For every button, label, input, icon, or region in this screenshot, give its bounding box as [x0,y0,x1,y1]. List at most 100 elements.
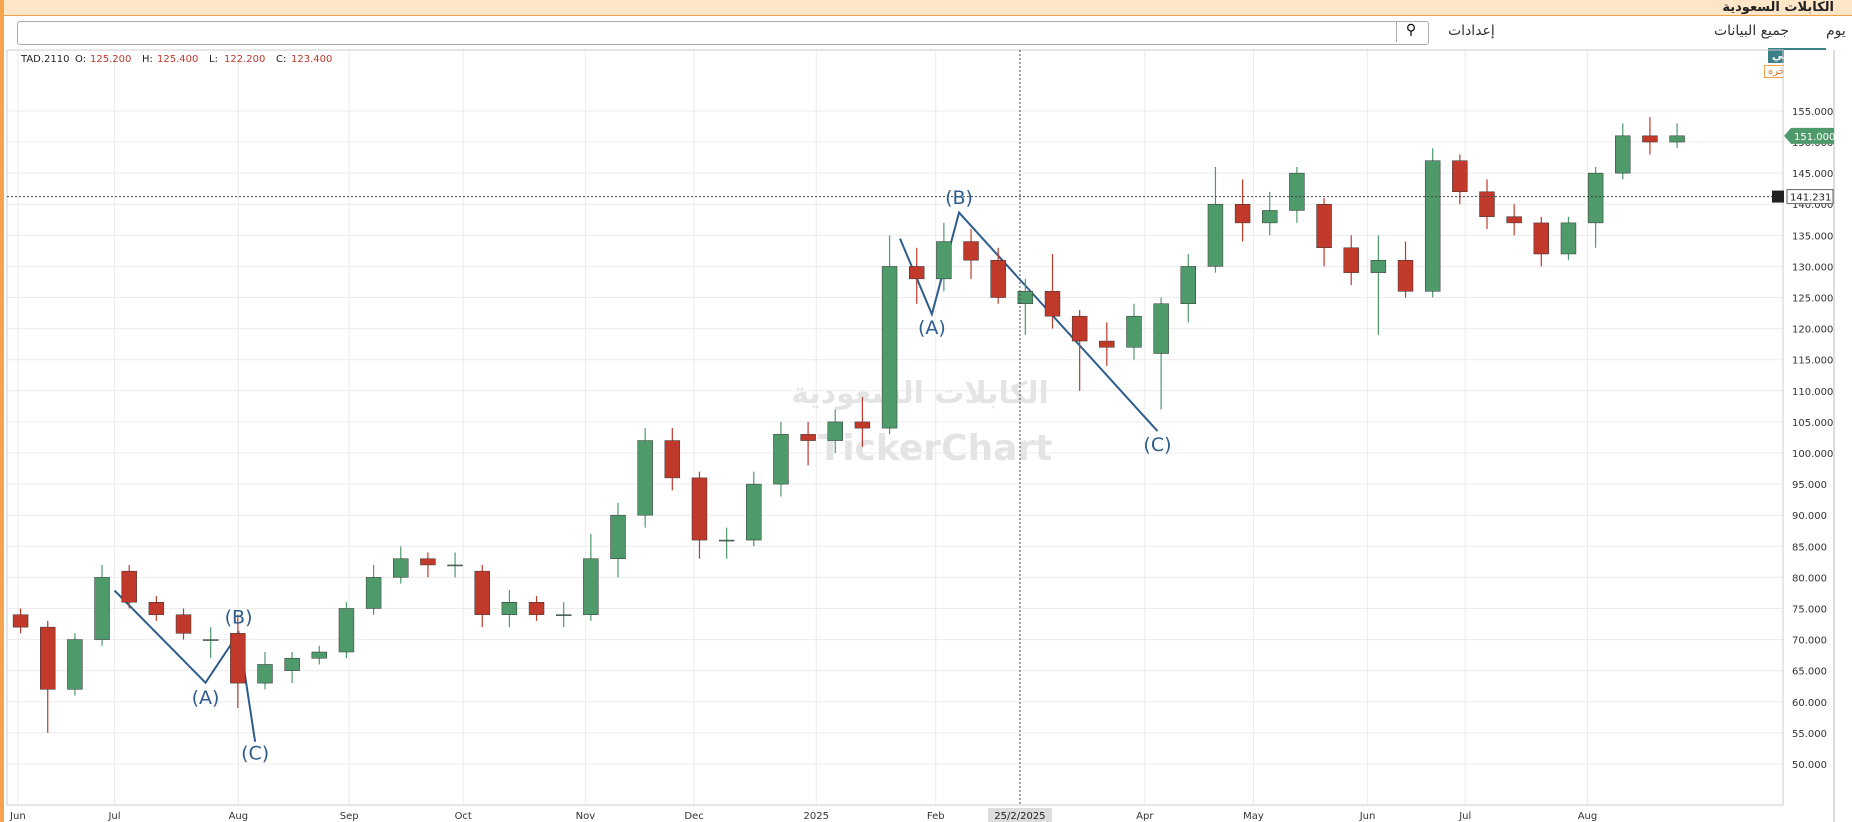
wave-line [899,210,1159,432]
y-tick-label: 50.000 [1792,760,1827,771]
candle-body [148,602,165,615]
ohlc-key: C: [276,54,286,65]
x-tick-label: Apr [1136,811,1154,822]
y-tick-label: 155.000 [1792,107,1833,118]
wave-label: (A) [192,687,220,709]
settings-button[interactable]: إعدادات [1448,23,1495,39]
x-tick-label: Jul [1458,811,1471,822]
candle-body [230,633,246,684]
candle-body [365,577,382,609]
crosshair-price: 141.231 [1790,193,1831,204]
search-box[interactable] [17,21,1429,45]
candle-body [175,614,192,634]
candle-body [311,651,328,659]
candle-body [963,241,979,261]
wave-label: (A) [918,317,946,339]
candle-body [1560,222,1577,255]
plot-frame [6,49,1784,806]
candle-body [1180,266,1197,304]
candle-body [1044,291,1061,317]
y-tick-label: 85.000 [1792,542,1827,553]
candle-body [94,577,110,640]
candle-body [1234,203,1251,224]
candle-body [827,421,843,441]
candle-body [1262,210,1278,224]
candle-body [338,608,355,653]
candle-body [800,434,816,441]
y-tick-label: 135.000 [1792,231,1833,242]
candle-body [1533,222,1550,255]
candle-body [1587,172,1604,224]
candle-body [1207,203,1224,267]
x-tick-label: Jun [9,811,26,822]
x-tick-label: Nov [576,811,596,822]
y-tick-label: 130.000 [1792,262,1833,273]
candle-body [121,570,137,603]
my-charts-badge[interactable]: رسوماتي [1768,48,1827,63]
y-tick-label: 75.000 [1792,604,1827,615]
wave-label: (C) [241,742,269,764]
x-tick-label: Sep [340,811,359,822]
last-price-tag [1784,127,1834,144]
candle-body [1642,135,1658,143]
watermark: الكابلات السعودية [791,376,1049,411]
candle-body [1153,303,1169,354]
candle-body [528,602,545,615]
candle-body [691,477,708,541]
crosshair-price-box [1786,189,1834,205]
all-data-button[interactable]: جميع البيانات [1714,23,1790,39]
candle-body [420,558,436,566]
search-button[interactable]: ⚲ [1396,22,1425,42]
y-tick-label: 100.000 [1792,449,1833,460]
candle-body [1071,315,1088,342]
y-tick-label: 55.000 [1792,729,1827,740]
y-tick-label: 70.000 [1792,636,1827,647]
x-tick-label: Aug [229,811,249,822]
wave-label: (B) [945,187,973,209]
ohlc-value: 125.200 [90,54,131,65]
ohlc-value: 123.400 [291,54,332,65]
candle-body [1479,191,1495,217]
candle-body [1370,259,1387,273]
crosshair-date-box [987,808,1052,822]
candle-body [773,434,789,485]
ohlc-key: O: [75,54,86,65]
x-tick-label: May [1243,811,1264,822]
candle-body [637,440,653,516]
candle-body [555,614,572,616]
wave-lines [113,210,1159,742]
y-tick-label: 125.000 [1792,294,1833,305]
left-border [0,0,4,822]
candle-body [40,626,56,690]
candle-body [1424,160,1441,292]
symbol: TAD.2110 [20,54,70,65]
y-tick-label: 65.000 [1792,667,1827,678]
wave-label: (B) [225,607,253,629]
x-tick-label: Aug [1578,811,1598,822]
candle-body [881,266,898,429]
period-button[interactable]: يوم [1826,23,1846,39]
candle-body [1343,247,1359,273]
title-bar [0,0,1852,16]
y-tick-label: 150.000 [1792,138,1833,149]
y-tick-label: 80.000 [1792,573,1827,584]
candle-body [1397,259,1414,292]
plus-icon [1772,190,1784,203]
candle-body [746,483,762,541]
x-tick-label: Feb [927,811,945,822]
candle-body [854,421,871,429]
wave-label: (C) [1143,434,1171,456]
delayed-badge: البيانات متأخره [1764,65,1834,78]
y-tick-label: 110.000 [1792,387,1833,398]
candle-body [474,570,490,615]
candle-body [202,639,219,641]
candle-body [1506,216,1522,224]
y-tick-label: 95.000 [1792,480,1827,491]
ohlc-key: H: [142,54,153,65]
candle-body [1615,135,1631,174]
y-tick-label: 105.000 [1792,418,1833,429]
ohlc-key: L: [209,54,218,65]
candle-body [583,558,599,615]
